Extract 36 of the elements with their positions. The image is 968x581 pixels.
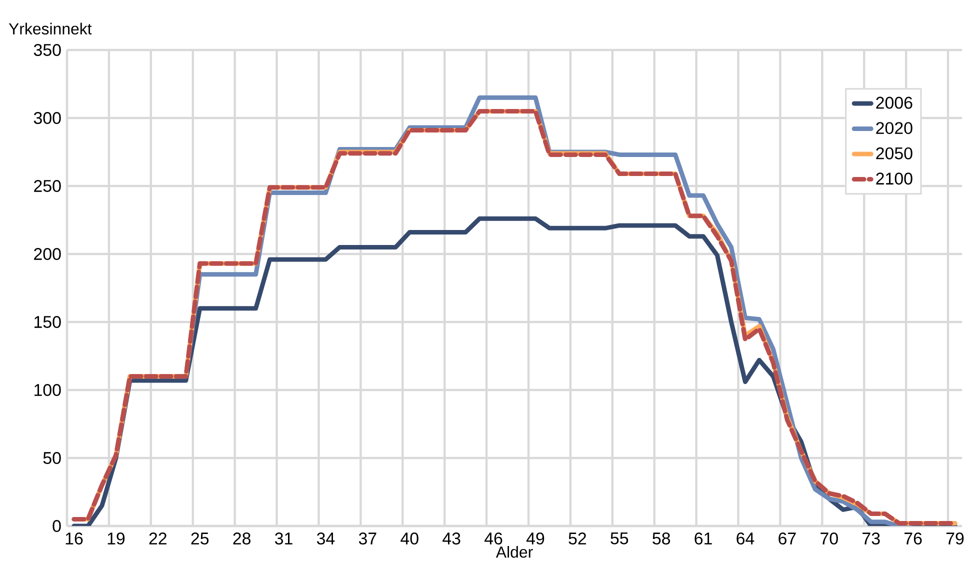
- y-tick-label: 150: [34, 316, 61, 328]
- x-tick-label: 43: [442, 532, 460, 545]
- x-tick-label: 73: [862, 532, 880, 545]
- x-tick-label: 64: [736, 532, 754, 545]
- x-tick-label: 58: [652, 532, 670, 545]
- x-tick-label: 49: [526, 532, 544, 545]
- legend-label: 2006: [876, 96, 912, 109]
- x-tick-label: 52: [568, 532, 586, 545]
- y-axis-title: Yrkesinnekt: [8, 22, 92, 34]
- x-tick-label: 79: [946, 532, 964, 545]
- x-tick-label: 31: [274, 532, 292, 545]
- y-tick-label: 200: [34, 248, 61, 260]
- x-tick-label: 40: [400, 532, 418, 545]
- x-tick-label: 28: [233, 532, 250, 545]
- y-tick-label: 0: [52, 520, 61, 532]
- x-axis-title: Alder: [496, 546, 533, 558]
- legend-label: 2100: [876, 172, 912, 185]
- x-tick-label: 34: [316, 532, 335, 545]
- x-tick-label: 22: [149, 532, 166, 544]
- y-tick-label: 350: [34, 44, 61, 56]
- x-tick-label: 25: [191, 532, 209, 545]
- y-tick-label: 50: [43, 452, 61, 464]
- x-tick-label: 61: [694, 532, 712, 545]
- legend-label: 2020: [876, 122, 912, 134]
- x-tick-label: 19: [108, 532, 125, 545]
- y-tick-label: 250: [34, 180, 61, 192]
- y-tick-label: 300: [34, 112, 61, 124]
- x-tick-label: 55: [610, 532, 628, 544]
- y-tick-label: 100: [34, 384, 61, 396]
- x-tick-label: 37: [358, 532, 376, 545]
- x-tick-label: 46: [484, 532, 502, 545]
- x-tick-label: 67: [778, 532, 796, 545]
- x-tick-label: 70: [820, 532, 838, 545]
- x-tick-label: 16: [66, 532, 83, 545]
- legend-label: 2050: [876, 147, 912, 160]
- x-tick-label: 76: [904, 532, 922, 545]
